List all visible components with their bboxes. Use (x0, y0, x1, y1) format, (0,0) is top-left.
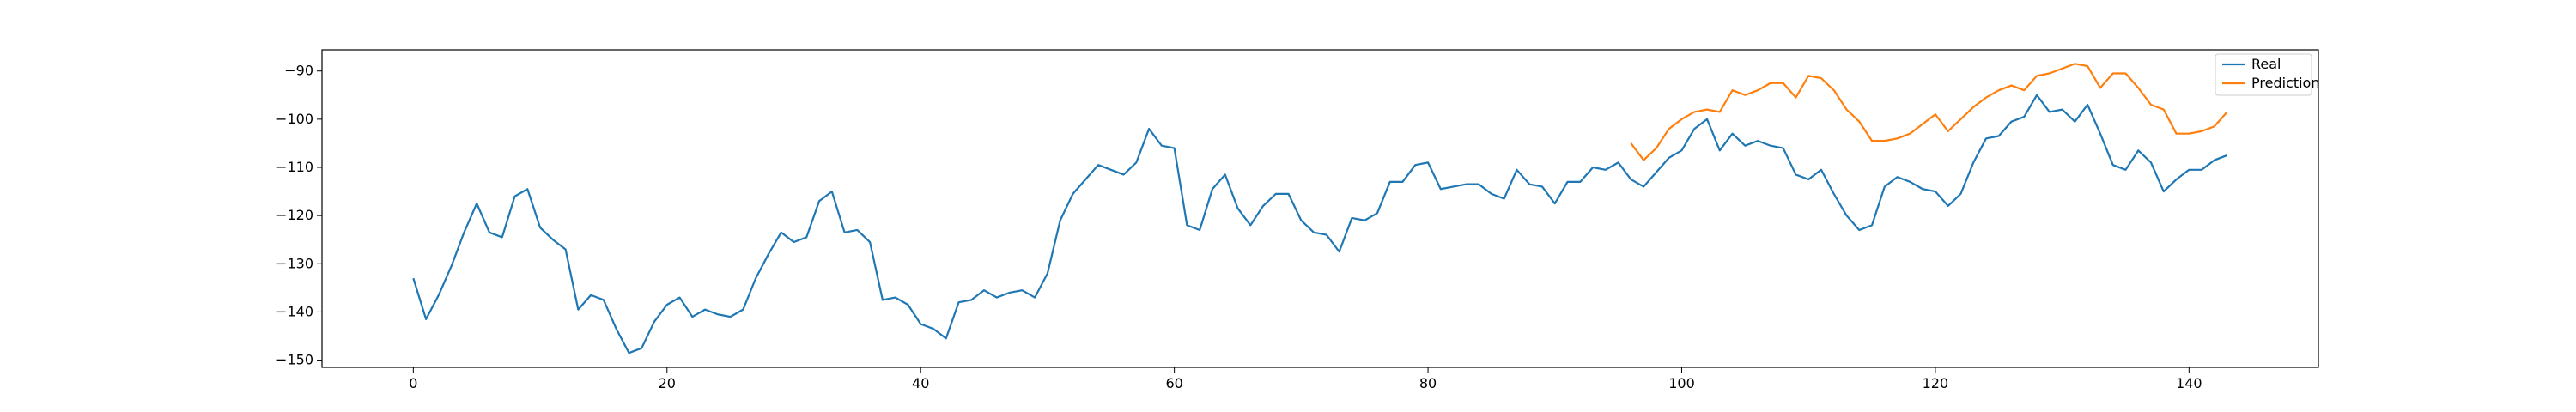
y-tick-label: −90 (284, 63, 313, 79)
y-tick-label: −110 (276, 159, 313, 175)
plot-frame (321, 49, 2319, 368)
x-tick-label: 80 (1419, 375, 1437, 391)
series-line-prediction (1630, 63, 2228, 161)
legend: Real Prediction (2215, 53, 2319, 96)
legend-prediction-label: Prediction (2251, 75, 2319, 91)
x-tick-label: 40 (912, 375, 929, 391)
y-tick-label: −150 (276, 352, 313, 368)
x-tick-label: 20 (659, 375, 676, 391)
y-tick-label: −120 (276, 207, 313, 223)
plot-area (322, 50, 2318, 367)
legend-real-label: Real (2251, 56, 2281, 72)
x-tick-label: 120 (1923, 375, 1949, 391)
y-tick-label: −100 (276, 111, 313, 127)
axis-layer: 0 20 40 60 80 100 120 140 −150 −140 −130 −120 −110 −1… (276, 63, 2202, 391)
series-layer (412, 63, 2228, 354)
y-tick-label: −130 (276, 255, 313, 271)
x-tick-label: 60 (1165, 375, 1182, 391)
x-tick-label: 140 (2176, 375, 2202, 391)
x-tick-label: 100 (1668, 375, 1695, 391)
series-line-real (412, 94, 2228, 354)
x-tick-label: 0 (409, 375, 417, 391)
y-tick-label: −140 (276, 303, 313, 319)
